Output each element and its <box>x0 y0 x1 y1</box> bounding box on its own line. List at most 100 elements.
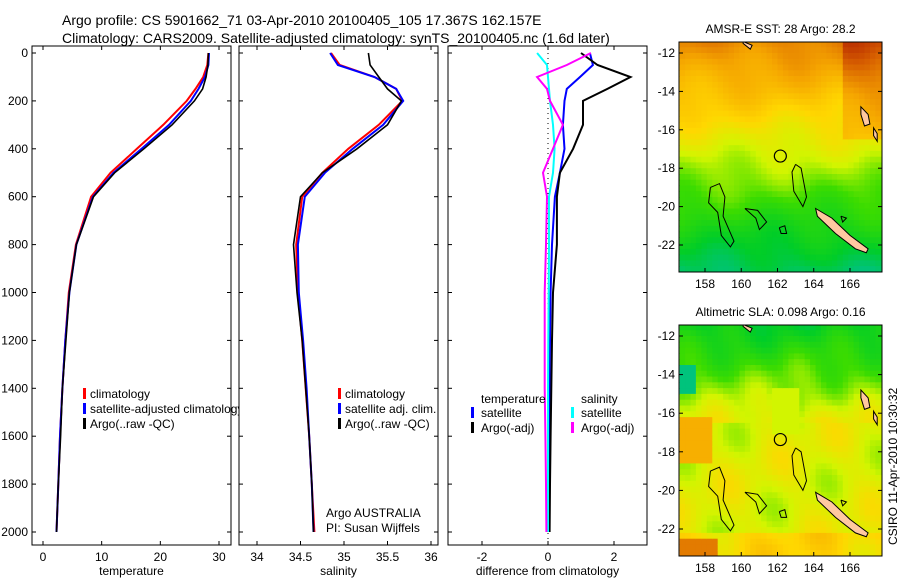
map-cell <box>788 81 795 89</box>
map-cell <box>853 411 860 418</box>
map-cell <box>728 405 735 412</box>
map-cell <box>831 248 838 256</box>
map-cell <box>842 422 849 430</box>
map-cell <box>853 208 860 215</box>
map-cell <box>880 521 882 528</box>
map-cell <box>728 469 735 476</box>
map-cell <box>875 174 882 181</box>
map-cell <box>712 434 719 441</box>
map-cell <box>701 521 708 528</box>
map-cell <box>815 93 822 100</box>
map-cell <box>761 266 768 272</box>
map-cell <box>739 202 746 210</box>
map-cell <box>815 486 822 493</box>
map-cell <box>739 64 746 71</box>
map-cell <box>739 388 746 395</box>
map-cell <box>831 127 838 135</box>
map-cell <box>821 133 827 140</box>
map-cell <box>690 93 697 100</box>
map-cell <box>761 133 768 140</box>
map-cell <box>875 116 882 123</box>
map-cell <box>685 127 692 135</box>
map-cell <box>810 243 817 250</box>
map-cell <box>880 47 882 54</box>
map-cell <box>685 202 692 210</box>
map-cell <box>717 220 724 227</box>
map-cell <box>717 156 724 164</box>
map-cell <box>701 325 708 331</box>
map-cell <box>793 475 800 482</box>
map-cell <box>723 451 730 459</box>
map-cell <box>766 521 773 528</box>
map-cell <box>804 127 811 135</box>
map-cell <box>695 417 702 424</box>
map-cell <box>761 550 768 556</box>
map-cell <box>739 503 746 511</box>
map-cell <box>750 457 757 464</box>
map-cell <box>706 399 713 407</box>
map-cell <box>869 104 876 112</box>
map-cell <box>853 127 860 135</box>
map-cell <box>723 231 730 238</box>
map-cell <box>880 53 882 60</box>
series-line-satellite <box>536 52 556 532</box>
map-cell <box>739 469 746 476</box>
map-cell <box>685 81 692 89</box>
map-cell <box>875 382 882 389</box>
map-cell <box>744 260 751 267</box>
map-cell <box>739 248 746 256</box>
map-cell <box>717 399 724 407</box>
map-cell <box>772 191 779 198</box>
map-cell <box>723 532 730 540</box>
map-cell <box>793 202 800 210</box>
map-cell <box>701 399 708 407</box>
map-cell <box>766 174 773 181</box>
map-cell <box>799 53 806 60</box>
map-cell <box>755 185 762 192</box>
map-cell <box>761 388 768 395</box>
map-cell <box>782 243 789 250</box>
map-cell <box>712 440 719 447</box>
map-cell <box>679 527 686 534</box>
map-cell <box>755 243 762 250</box>
map-cell <box>750 440 757 447</box>
map-cell <box>750 179 757 187</box>
map-cell <box>810 47 817 54</box>
map-cell <box>859 457 866 464</box>
map-cell <box>875 475 882 482</box>
map-cell <box>750 237 757 244</box>
map-cell <box>744 359 751 366</box>
map-cell <box>793 70 800 77</box>
map-cell <box>793 521 800 528</box>
map-cell <box>750 353 757 360</box>
map-cell <box>685 544 692 551</box>
map-cell <box>690 231 697 238</box>
map-cell <box>815 162 822 169</box>
map-cell <box>739 168 746 175</box>
map-cell <box>864 93 871 100</box>
map-cell <box>690 139 697 146</box>
map-cell <box>880 422 882 430</box>
map-cell <box>842 370 849 378</box>
map-cell <box>706 503 713 511</box>
map-cell <box>701 139 708 146</box>
map-cell <box>880 248 882 256</box>
map-cell <box>880 532 882 540</box>
map-cell <box>793 168 800 175</box>
map-cell <box>810 116 817 123</box>
map-cell <box>793 150 800 158</box>
map-cell <box>864 208 871 215</box>
map-cell <box>755 405 762 412</box>
map-cell <box>744 93 751 100</box>
map-cell <box>793 550 800 556</box>
map-cell <box>826 266 833 272</box>
map-cell <box>848 417 855 424</box>
map-cell <box>679 509 686 517</box>
map-cell <box>831 93 838 100</box>
map-cell <box>853 254 860 261</box>
map-cell <box>875 197 882 204</box>
map-cell <box>842 87 849 94</box>
map-cell <box>755 197 762 204</box>
map-cell <box>701 202 708 210</box>
map-cell <box>869 214 876 221</box>
